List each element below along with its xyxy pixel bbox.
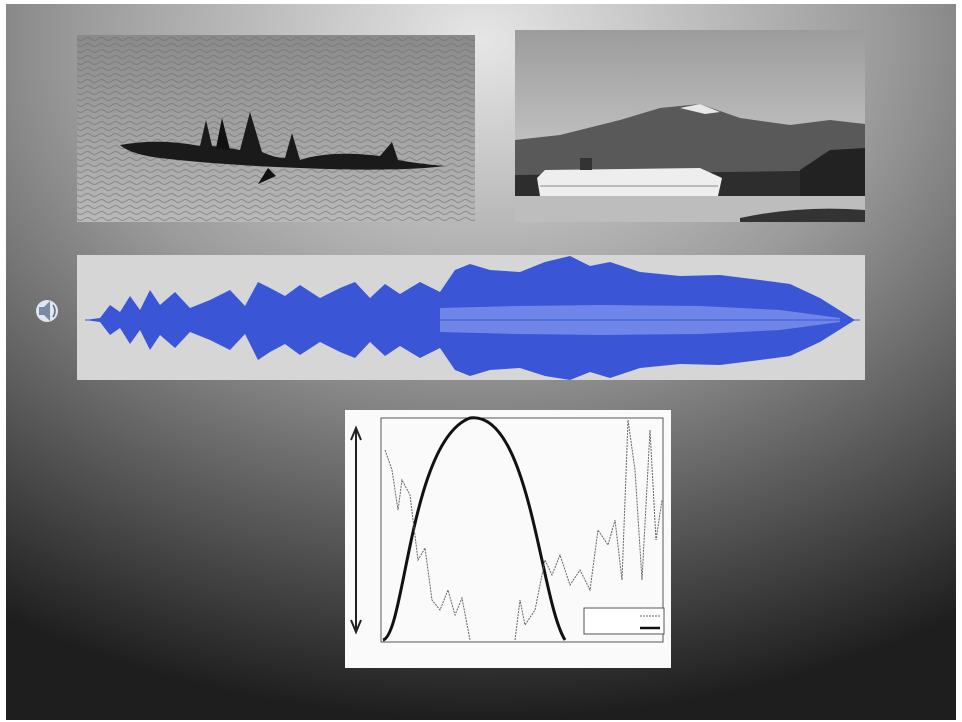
waveform [77,255,865,380]
orca-photo [77,35,475,222]
slide [0,0,962,722]
ship-photo [515,30,865,222]
page [0,0,962,722]
speaker-icon[interactable] [36,300,58,322]
chart-image [345,410,671,668]
